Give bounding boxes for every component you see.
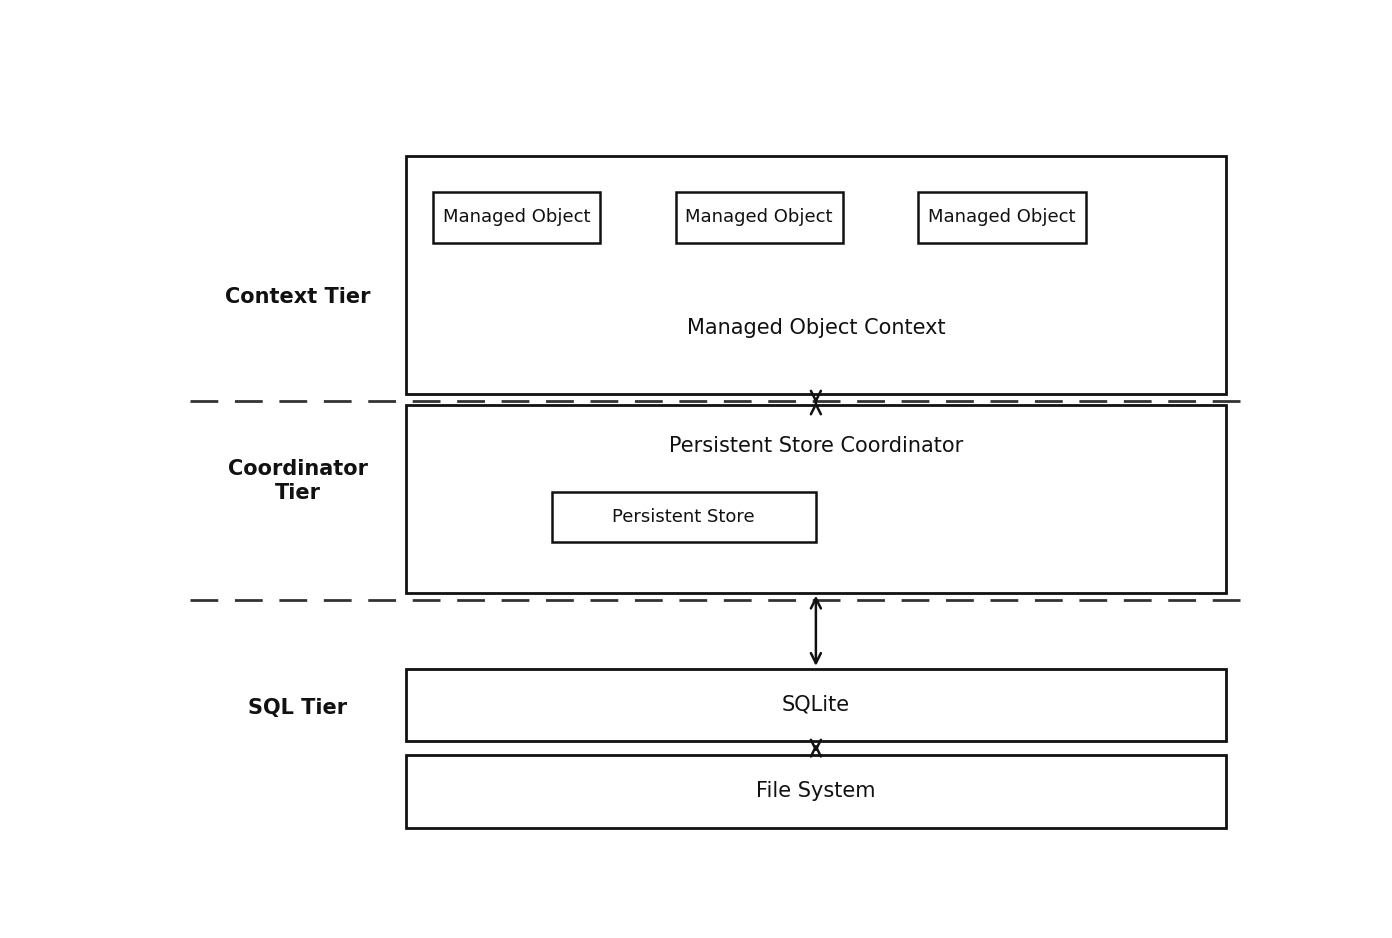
Text: Persistent Store Coordinator: Persistent Store Coordinator bbox=[668, 436, 963, 457]
Text: Managed Object Context: Managed Object Context bbox=[686, 317, 945, 338]
Text: Coordinator
Tier: Coordinator Tier bbox=[228, 460, 367, 503]
Bar bbox=[919, 192, 1086, 243]
Bar bbox=[406, 755, 1226, 827]
Text: Managed Object: Managed Object bbox=[685, 208, 832, 226]
Text: SQL Tier: SQL Tier bbox=[249, 699, 348, 719]
Bar bbox=[406, 156, 1226, 394]
Text: Context Tier: Context Tier bbox=[226, 287, 370, 307]
Bar bbox=[675, 192, 844, 243]
Text: Persistent Store: Persistent Store bbox=[612, 508, 754, 526]
Bar bbox=[551, 492, 816, 542]
Bar bbox=[433, 192, 600, 243]
Text: SQLite: SQLite bbox=[782, 695, 851, 715]
Text: File System: File System bbox=[756, 781, 876, 801]
Bar bbox=[406, 669, 1226, 741]
Text: Managed Object: Managed Object bbox=[443, 208, 590, 226]
Bar bbox=[406, 405, 1226, 593]
Text: Managed Object: Managed Object bbox=[928, 208, 1076, 226]
